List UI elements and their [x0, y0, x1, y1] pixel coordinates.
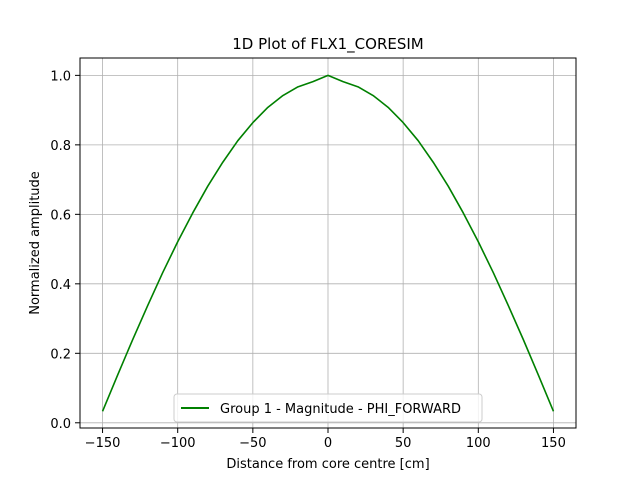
y-tick-label: 0.0 — [50, 417, 71, 432]
x-tick-label: −150 — [85, 436, 121, 451]
chart-title: 1D Plot of FLX1_CORESIM — [232, 35, 424, 54]
series-line-0 — [101, 74, 555, 412]
legend: Group 1 - Magnitude - PHI_FORWARD — [173, 393, 483, 423]
x-axis-label: Distance from core centre [cm] — [226, 457, 429, 472]
y-tick-label: 0.2 — [50, 347, 71, 362]
x-tick-label: 100 — [466, 436, 491, 451]
y-tick-label: 0.6 — [50, 208, 71, 223]
x-tick-label: 50 — [395, 436, 412, 451]
x-tick-label: 150 — [541, 436, 566, 451]
legend-label: Group 1 - Magnitude - PHI_FORWARD — [220, 402, 461, 417]
x-tick-label: 0 — [324, 436, 332, 451]
legend-box — [173, 393, 483, 423]
grid — [80, 58, 576, 428]
ticks: −150 −100 −50 0 50 100 150 0.0 0.2 0.4 0.6 0.8 1.0 — [50, 69, 566, 451]
y-tick-label: 0.4 — [50, 278, 71, 293]
x-tick-label: −100 — [160, 436, 196, 451]
y-tick-label: 0.8 — [50, 139, 71, 154]
y-tick-label: 1.0 — [50, 69, 71, 84]
x-tick-label: −50 — [239, 436, 266, 451]
y-axis-label: Normalized amplitude — [28, 171, 43, 315]
series-layer — [101, 74, 555, 412]
